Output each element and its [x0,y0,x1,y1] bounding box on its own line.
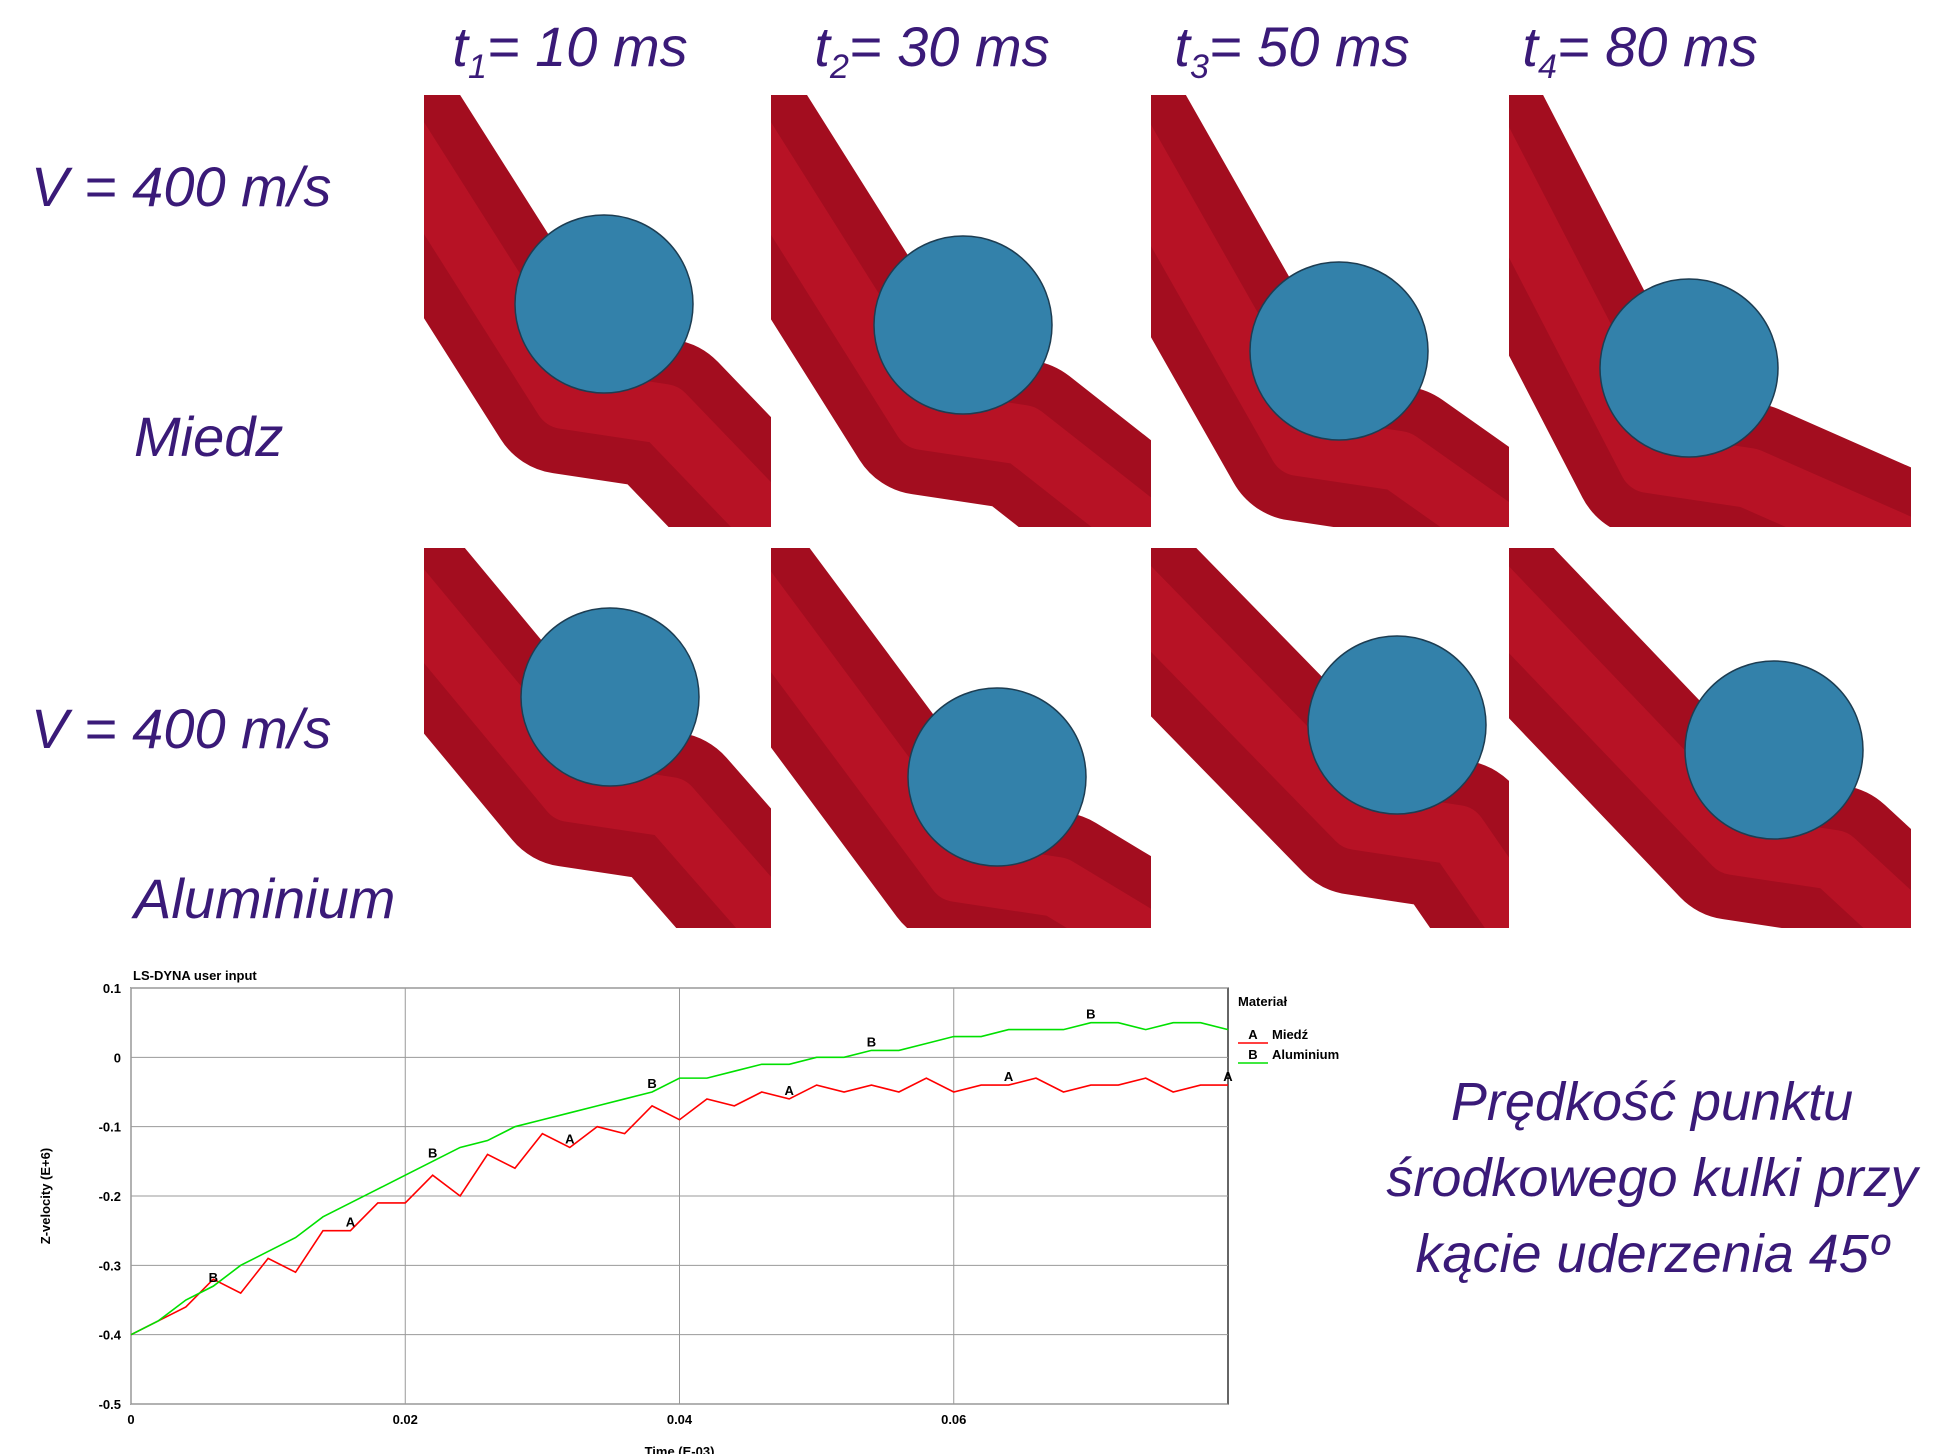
panel-content [1151,548,1509,928]
projectile [1249,261,1429,441]
x-tick-label: 0.04 [667,1412,693,1427]
simulation-panel [424,548,771,928]
legend-label: Miedź [1272,1027,1309,1042]
y-tick-label: 0 [114,1050,121,1065]
projectile [1599,278,1779,458]
simulation-panel [1151,548,1509,928]
y-tick-label: 0.1 [103,981,121,996]
y-tick-label: -0.1 [99,1120,121,1135]
header-subscript: 2 [829,48,849,86]
legend-marker: A [1248,1027,1258,1042]
header-symbol: t [452,15,470,78]
column-header: t1= 10 ms [452,15,687,86]
simulation-panel [424,95,771,527]
row-material: Miedz [134,405,283,468]
header-text: = 50 ms [1209,15,1410,78]
y-axis-label: Z-velocity (E+6) [38,1148,53,1244]
header-symbol: t [1174,15,1192,78]
series-marker: B [867,1034,876,1049]
header-subscript: 4 [1538,48,1557,86]
panel-content [1509,95,1911,527]
simulation-panel [1509,548,1911,928]
plate-face [1509,127,1911,527]
column-header: t2= 30 ms [814,15,1049,86]
projectile [873,235,1053,415]
y-tick-label: -0.4 [99,1328,122,1343]
series-marker: A [346,1215,356,1230]
plate-face [771,122,1151,527]
projectile [514,214,694,394]
series-marker: B [647,1076,656,1091]
plate-face [1151,566,1509,928]
column-header: t4= 80 ms [1522,15,1757,86]
row-speed: V = 400 m/s [31,155,331,218]
simulation-panel [1509,95,1911,527]
plate-face [424,569,771,928]
series-line [130,1021,1229,1336]
series-marker: A [1004,1069,1014,1084]
chart: LS-DYNA user input -0.5 -0.4 -0.3 -0.2 -0.1 0 0… [38,968,1339,1454]
simulation-panel [771,95,1151,527]
simulation-panel [771,548,1151,928]
plate-face [424,122,771,527]
header-symbol: t [814,15,832,78]
series-line [130,1077,1228,1336]
series-marker: A [565,1131,575,1146]
legend-title: Materiał [1238,994,1288,1009]
header-text: = 10 ms [487,15,688,78]
projectile [1684,660,1864,840]
plate-face [1509,566,1911,928]
x-tick-label: 0.02 [393,1412,418,1427]
series-marker: B [428,1145,437,1160]
projectile [520,607,700,787]
simulation-panels [424,95,1911,928]
caption-line: środkowego kulki przy [1386,1148,1920,1208]
row-speed: V = 400 m/s [31,697,331,760]
column-header: t3= 50 ms [1174,15,1409,86]
panel-content [1509,548,1911,928]
legend-marker: B [1248,1047,1257,1062]
y-tick-label: -0.3 [99,1258,121,1273]
panel-content [424,548,771,928]
y-tick-label: -0.5 [99,1397,121,1412]
panel-content [771,95,1151,527]
header-subscript: 3 [1190,48,1209,86]
plate-face [771,571,1151,928]
legend-label: Aluminium [1272,1047,1339,1062]
panel-content [771,548,1151,928]
projectile [907,687,1087,867]
header-text: = 30 ms [849,15,1050,78]
plate-face [1151,124,1509,527]
x-axis-label: Time (E-03) [645,1444,715,1454]
header-text: = 80 ms [1557,15,1758,78]
caption-line: kącie uderzenia 45º [1415,1224,1890,1284]
chart-title: LS-DYNA user input [133,968,257,983]
series-marker: B [1086,1007,1095,1022]
y-tick-label: -0.2 [99,1189,121,1204]
x-tick-label: 0.06 [941,1412,966,1427]
series-marker: A [785,1083,795,1098]
x-tick-label: 0 [127,1412,134,1427]
panel-content [424,95,771,527]
simulation-panel [1151,95,1509,527]
header-subscript: 1 [468,48,487,86]
series-marker: B [209,1270,218,1285]
projectile [1307,635,1487,815]
caption-line: Prędkość punktu [1451,1072,1853,1132]
header-symbol: t [1522,15,1540,78]
row-material: Aluminium [131,867,395,930]
series-marker: A [1223,1069,1233,1084]
panel-content [1151,95,1509,527]
